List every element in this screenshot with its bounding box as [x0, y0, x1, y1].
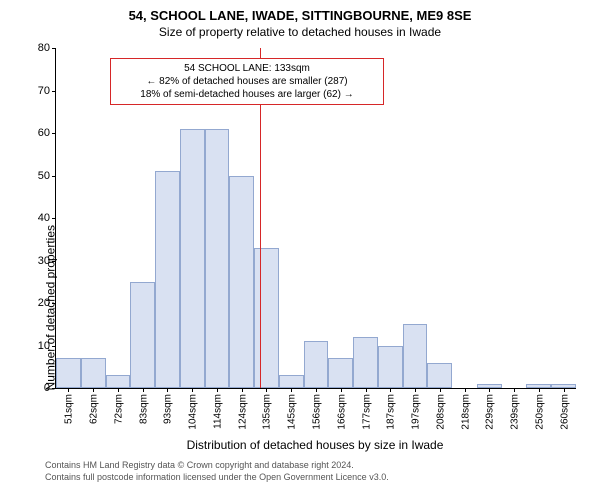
histogram-bar: [427, 363, 452, 389]
x-tick-label: 218sqm: [458, 394, 471, 430]
footer-line1: Contains HM Land Registry data © Crown c…: [45, 460, 389, 472]
x-tick-mark: [440, 388, 441, 392]
chart-subtitle: Size of property relative to detached ho…: [0, 25, 600, 39]
x-tick-mark: [316, 388, 317, 392]
histogram-bar: [353, 337, 378, 388]
x-tick-mark: [341, 388, 342, 392]
x-tick-label: 51sqm: [62, 394, 75, 424]
y-tick: 70: [38, 85, 56, 97]
x-tick-label: 229sqm: [483, 394, 496, 430]
histogram-bar: [205, 129, 230, 388]
footer-attribution: Contains HM Land Registry data © Crown c…: [45, 460, 389, 483]
x-tick-label: 62sqm: [87, 394, 100, 424]
x-tick-mark: [291, 388, 292, 392]
x-tick-mark: [266, 388, 267, 392]
x-tick-mark: [564, 388, 565, 392]
histogram-bar: [81, 358, 106, 388]
y-tick: 60: [38, 127, 56, 139]
y-tick: 80: [38, 42, 56, 54]
x-tick-mark: [217, 388, 218, 392]
annotation-line1: 54 SCHOOL LANE: 133sqm: [117, 62, 377, 75]
histogram-bar: [304, 341, 329, 388]
x-tick-mark: [539, 388, 540, 392]
x-tick-label: 114sqm: [210, 394, 223, 429]
x-tick-mark: [415, 388, 416, 392]
x-tick-label: 104sqm: [186, 394, 199, 430]
x-tick-label: 177sqm: [359, 394, 372, 430]
histogram-bar: [130, 282, 155, 388]
x-tick-label: 135sqm: [260, 394, 273, 430]
x-tick-label: 83sqm: [136, 394, 149, 424]
histogram-bar: [279, 375, 304, 388]
x-tick-label: 166sqm: [334, 394, 347, 430]
x-tick-label: 93sqm: [161, 394, 174, 424]
histogram-bar: [403, 324, 428, 388]
x-tick-mark: [366, 388, 367, 392]
histogram-bar: [180, 129, 205, 388]
x-tick-mark: [390, 388, 391, 392]
x-axis-label: Distribution of detached houses by size …: [55, 438, 575, 452]
x-tick-label: 156sqm: [310, 394, 323, 430]
x-tick-label: 187sqm: [384, 394, 397, 430]
histogram-bar: [229, 176, 254, 389]
histogram-bar: [328, 358, 353, 388]
x-tick-mark: [192, 388, 193, 392]
x-tick-label: 260sqm: [557, 394, 570, 430]
x-tick-label: 239sqm: [508, 394, 521, 430]
annotation-line3: 18% of semi-detached houses are larger (…: [117, 88, 377, 101]
chart-title-address: 54, SCHOOL LANE, IWADE, SITTINGBOURNE, M…: [0, 8, 600, 23]
histogram-bar: [106, 375, 131, 388]
annotation-line2: ← 82% of detached houses are smaller (28…: [117, 75, 377, 88]
x-tick-label: 197sqm: [409, 394, 422, 430]
x-tick-mark: [143, 388, 144, 392]
x-tick-mark: [514, 388, 515, 392]
histogram-bar: [155, 171, 180, 388]
histogram-bar: [254, 248, 279, 388]
annotation-box: 54 SCHOOL LANE: 133sqm ← 82% of detached…: [110, 58, 384, 105]
y-tick: 50: [38, 170, 56, 182]
x-tick-mark: [118, 388, 119, 392]
x-tick-label: 208sqm: [433, 394, 446, 430]
x-tick-label: 145sqm: [285, 394, 298, 430]
y-tick: 40: [38, 212, 56, 224]
x-tick-mark: [93, 388, 94, 392]
x-tick-mark: [242, 388, 243, 392]
y-axis-label: Number of detached properties: [43, 225, 57, 390]
x-tick-label: 124sqm: [235, 394, 248, 430]
footer-line2: Contains full postcode information licen…: [45, 472, 389, 484]
x-tick-mark: [68, 388, 69, 392]
histogram-bar: [56, 358, 81, 388]
histogram-bar: [378, 346, 403, 389]
x-tick-mark: [489, 388, 490, 392]
x-tick-mark: [465, 388, 466, 392]
x-tick-label: 250sqm: [532, 394, 545, 430]
x-tick-mark: [167, 388, 168, 392]
x-tick-label: 72sqm: [111, 394, 124, 424]
